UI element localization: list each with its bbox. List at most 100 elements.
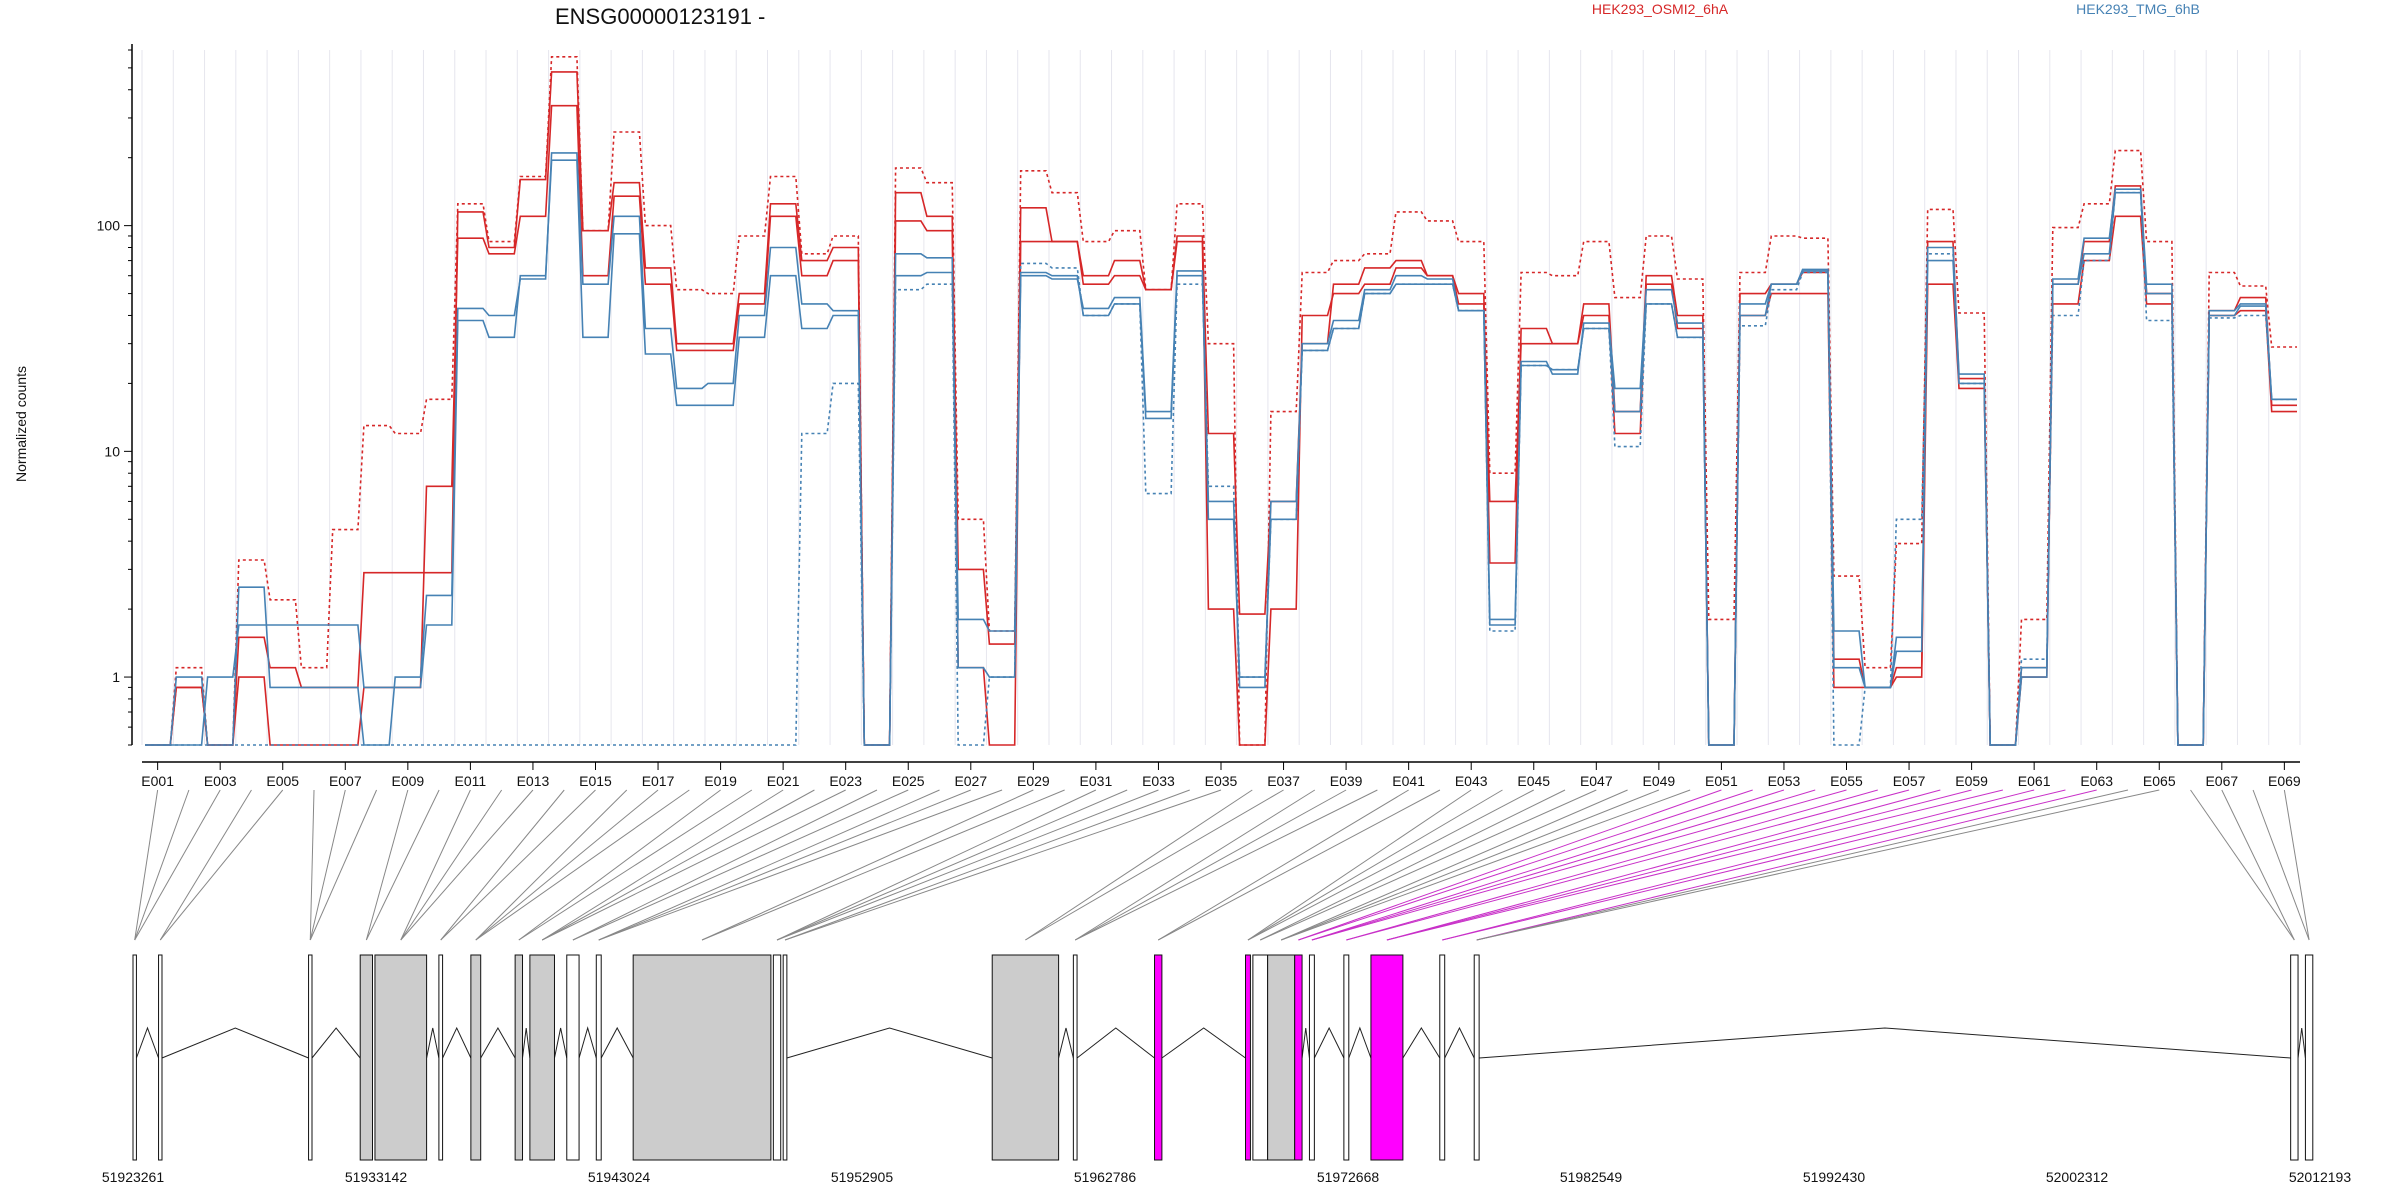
exon-box [991,954,1060,1161]
series-line [145,104,2297,746]
exon-connector [365,789,440,941]
exon-box [374,954,428,1161]
chart-title: ENSG00000123191 - [555,4,765,29]
exon-box [132,954,137,1161]
exon-connector [134,789,159,941]
series-line [145,159,2297,746]
x-tick-label: E059 [1955,773,1988,789]
coordinate-label: 52002312 [2046,1169,2109,1185]
exon-connector [2283,789,2310,941]
axes: 1 10 100 [97,44,2300,763]
exon-box [772,954,782,1161]
intron-line [1161,1027,1246,1059]
exon-connector [2190,789,2295,941]
exon-connector [1476,789,2129,941]
exon-box [359,954,373,1161]
exon-connector [541,789,815,941]
x-tick-label: E005 [266,773,299,789]
coordinate-label: 51933142 [345,1169,408,1185]
exon-box [1370,954,1404,1161]
exon-box [782,954,788,1161]
x-ticks: E001 E003 E005 E007 E009 E011 E013 E015 E017 E019… [141,762,2301,789]
x-tick-label: E069 [2268,773,2301,789]
coordinate-label: 51982549 [1560,1169,1623,1185]
x-tick-label: E037 [1267,773,1300,789]
exon-box [1439,954,1446,1161]
exon-box [1252,954,1269,1161]
exon-connector [1346,789,1910,941]
exon-connector [518,789,721,941]
intron-line [442,1026,472,1059]
exon-connector [784,789,1222,941]
exon-box [1343,954,1350,1161]
exon-box [514,954,524,1161]
exon-connector [1260,789,1597,941]
x-tick-label: E035 [1205,773,1238,789]
exon-box [632,954,772,1161]
intron-line [2297,1027,2306,1059]
exon-connector [1311,789,1816,941]
exon-box [470,954,482,1161]
exon-connector [2221,789,2295,941]
x-tick-label: E033 [1142,773,1175,789]
exon-connector [776,789,1159,941]
exon-box [438,954,444,1161]
x-tick-label: E029 [1017,773,1050,789]
exon-connector [134,789,221,941]
legend-label: HEK293_OSMI2_6hA [1592,1,1729,17]
exon-box [1072,954,1078,1161]
exon-connector [1280,789,1691,941]
x-tick-label: E003 [204,773,237,789]
exon-connector [701,789,1065,941]
exon-connector [1247,789,1534,941]
exon-connector [1074,789,1347,941]
intron-line [311,1027,361,1059]
intron-line [135,1026,160,1059]
y-axis-label: Normalized counts [13,366,29,482]
exon-box [566,954,580,1161]
x-tick-label: E015 [579,773,612,789]
y-tick-label: 100 [97,218,121,234]
y-tick-label: 1 [112,669,120,685]
exon-connector [1386,789,1941,941]
exon-connector [1298,789,1722,941]
exon-connector [134,789,190,941]
x-tick-label: E045 [1517,773,1550,789]
x-tick-label: E061 [2018,773,2051,789]
x-tick-label: E043 [1455,773,1488,789]
x-tick-label: E027 [954,773,987,789]
exon-box [2290,954,2299,1161]
exon-connector [1386,789,2004,941]
intron-line [1402,1027,1441,1059]
series-line [145,71,2297,746]
series-line [145,191,2297,746]
intron-line [1076,1027,1155,1059]
gene-model [132,954,2314,1161]
x-tick-label: E057 [1893,773,1926,789]
x-tick-label: E025 [892,773,925,789]
exon-connector [400,789,471,941]
exon-connector [440,789,596,941]
exon-connector [1442,789,2035,941]
x-tick-label: E013 [517,773,550,789]
exon-connector [1025,789,1253,941]
intron-line [1348,1026,1372,1059]
exon-connector [400,789,534,941]
exon-connector [776,789,1128,941]
series-layer [145,56,2297,746]
intron-line [1313,1026,1345,1059]
exon-connector [572,789,909,941]
intron-line [1058,1027,1074,1059]
exon-connector [2252,789,2310,941]
exon-connector [598,789,971,941]
x-tick-label: E009 [391,773,424,789]
exon-connector [475,789,628,941]
x-tick-label: E065 [2143,773,2176,789]
x-tick-label: E001 [141,773,174,789]
exon-box [529,954,555,1161]
intron-line [786,1027,993,1059]
coordinate-label: 51962786 [1074,1169,1137,1185]
exon-connector [1311,789,1785,941]
intron-line [161,1027,309,1059]
exon-connector [309,789,315,941]
